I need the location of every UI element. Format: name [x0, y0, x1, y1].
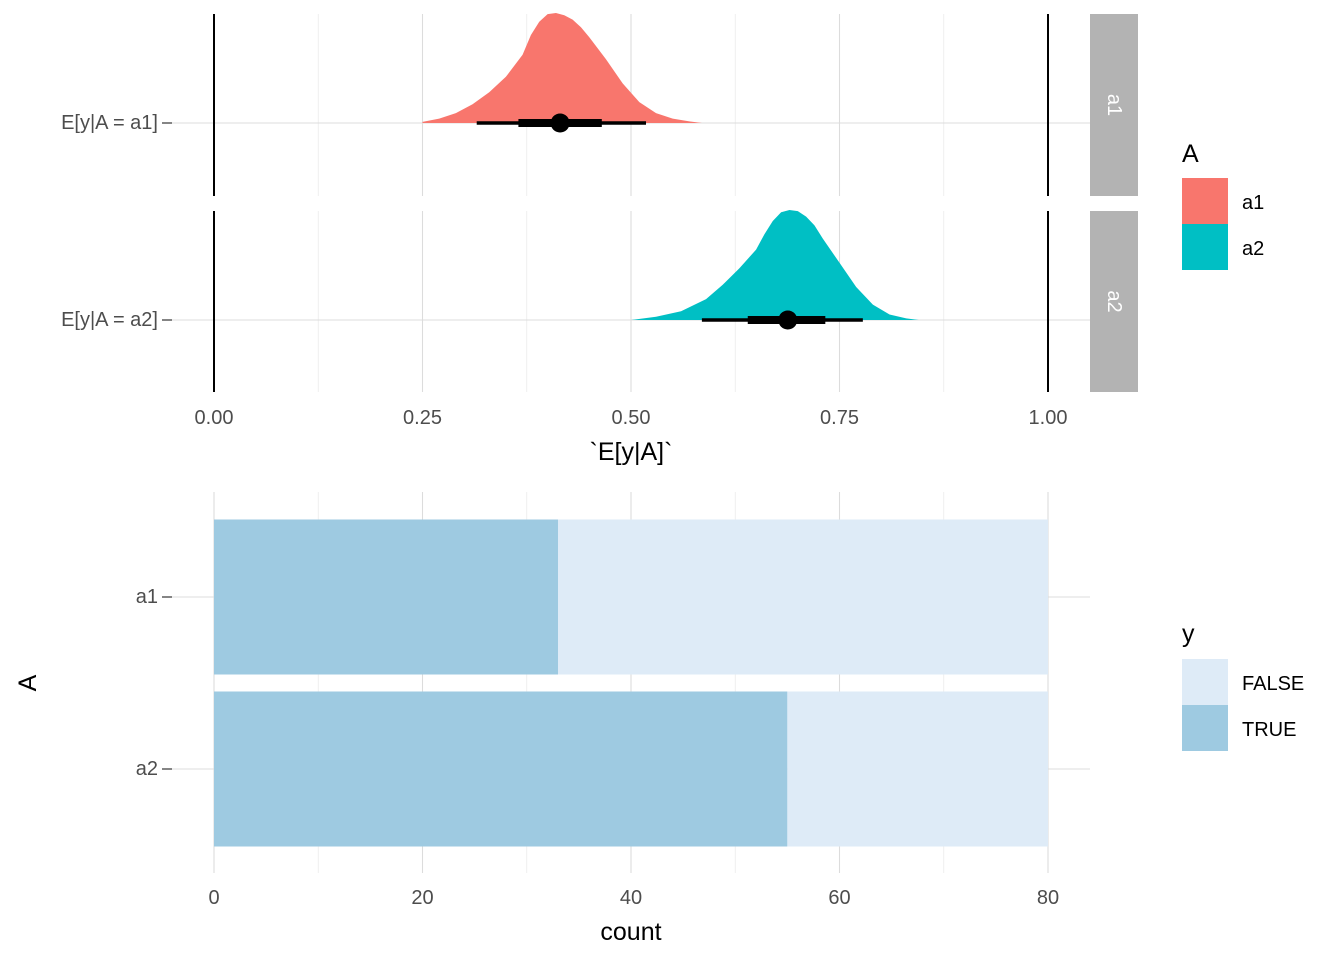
density-legend: A a1 a2	[1182, 140, 1264, 270]
density-legend-title: A	[1182, 140, 1199, 168]
density-x-axis-title: `E[y|A]`	[590, 438, 673, 466]
density-y-tick-labels: E[y|A = a1] E[y|A = a2]	[61, 112, 172, 331]
density-x-tick-labels: 0.00 0.25 0.50 0.75 1.00	[195, 407, 1068, 429]
facet-strip-label: a2	[1103, 290, 1125, 312]
legend-key-a2	[1182, 224, 1228, 270]
x-tick-label: 0.00	[195, 407, 234, 429]
x-tick-label: 0.75	[820, 407, 859, 429]
legend-label: FALSE	[1242, 673, 1304, 695]
x-tick-label: 20	[411, 887, 433, 909]
x-tick-label: 40	[620, 887, 642, 909]
bar-y-axis-title: A	[14, 674, 42, 691]
median-point-a2	[778, 310, 798, 330]
bar-legend-title: y	[1182, 620, 1195, 648]
x-tick-label: 0	[208, 887, 219, 909]
y-tick-label: a2	[136, 758, 158, 780]
x-tick-label: 60	[828, 887, 850, 909]
y-tick-label: a1	[136, 586, 158, 608]
x-tick-label: 0.25	[403, 407, 442, 429]
bar-x-axis-title: count	[600, 918, 661, 946]
density-gridlines	[172, 14, 1090, 392]
median-point-a1	[550, 113, 570, 133]
facet-strip-a1	[1090, 14, 1138, 196]
density-panel: a1 a2 E[y|A = a1] E[y|A = a2] 0.00 0.25 0.50…	[61, 13, 1264, 466]
legend-label: a1	[1242, 192, 1264, 214]
density-marks	[213, 13, 1049, 392]
density-a2	[631, 210, 919, 320]
legend-key-TRUE	[1182, 705, 1228, 751]
bar-a1-FALSE	[558, 519, 1048, 675]
bar-a2-TRUE	[214, 691, 788, 847]
y-tick-label: E[y|A = a1]	[61, 112, 158, 134]
bar-x-tick-labels: 0 20 40 60 80	[208, 887, 1059, 909]
legend-label: a2	[1242, 238, 1264, 260]
legend-key-FALSE	[1182, 659, 1228, 705]
bar-a1-TRUE	[214, 519, 559, 675]
bar-legend: y FALSE TRUE	[1182, 620, 1304, 751]
bar-panel: a1 a2 0 20 40 60 80 count A y FALSE TRUE	[14, 492, 1304, 946]
legend-key-a1	[1182, 178, 1228, 224]
legend-label: TRUE	[1242, 719, 1296, 741]
facet-strips: a1 a2	[1090, 14, 1138, 392]
bar-y-tick-labels: a1 a2	[136, 586, 172, 780]
y-tick-label: E[y|A = a2]	[61, 309, 158, 331]
facet-strip-a2	[1090, 211, 1138, 392]
x-tick-label: 1.00	[1029, 407, 1068, 429]
bar-a2-FALSE	[787, 691, 1048, 847]
density-a1	[422, 13, 702, 123]
x-tick-label: 80	[1037, 887, 1059, 909]
facet-strip-label: a1	[1103, 94, 1125, 116]
x-tick-label: 0.50	[612, 407, 651, 429]
bar-marks	[214, 519, 1048, 847]
